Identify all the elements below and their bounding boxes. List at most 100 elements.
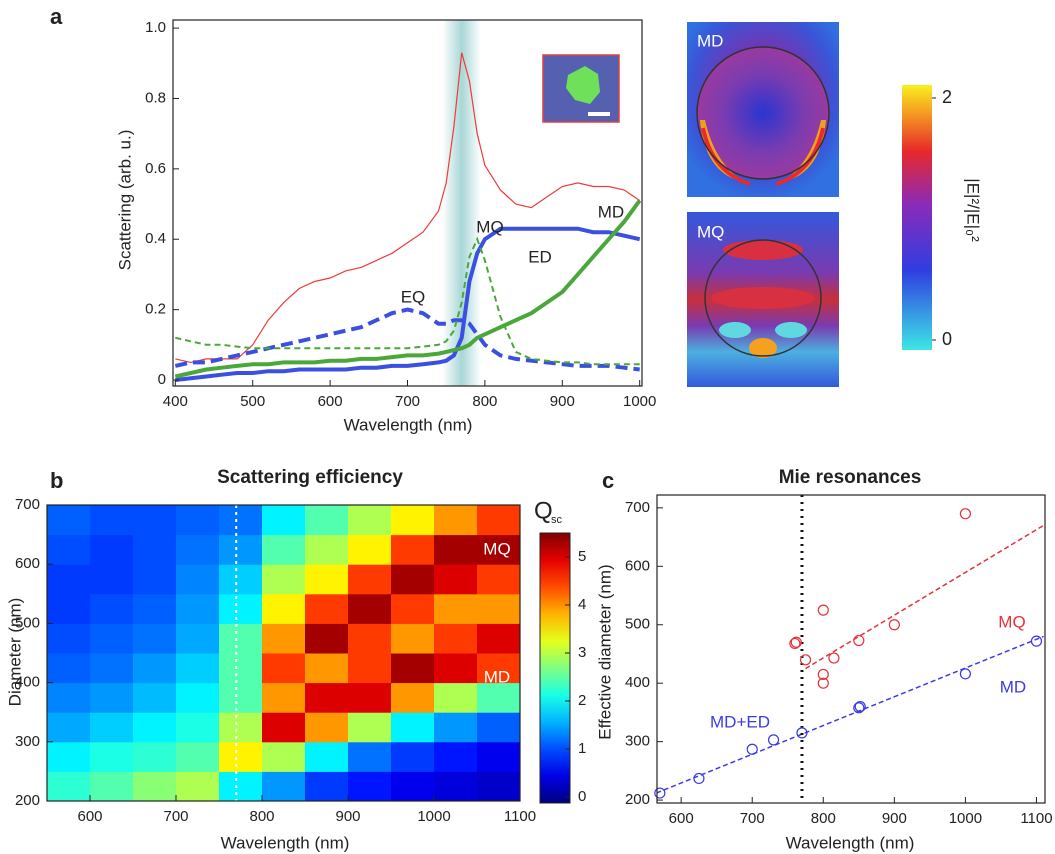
panel-letter: b [50, 468, 63, 493]
y-tick-label: 300 [625, 733, 650, 750]
series-label: EQ [401, 287, 426, 306]
heat-cell [477, 741, 521, 772]
heat-cell [133, 534, 177, 565]
colorbar [539, 532, 571, 804]
heat-cell [477, 505, 521, 536]
heat-cell [348, 712, 392, 743]
heat-cell [434, 593, 478, 624]
heat-cell [219, 653, 263, 684]
colorbar-tick-label: 0 [578, 788, 586, 805]
data-point [654, 787, 666, 799]
heat-cell [47, 534, 91, 565]
heat-cell [434, 771, 478, 802]
data-point [789, 637, 801, 650]
heat-cell [434, 534, 478, 565]
heat-cell [47, 682, 91, 713]
heat-cell [434, 712, 478, 743]
heat-cell [90, 771, 134, 802]
chart-title: Mie resonances [779, 467, 922, 488]
data-line [175, 52, 641, 364]
data-point [817, 668, 829, 681]
heat-cell [391, 653, 435, 684]
heat-cell [348, 741, 392, 772]
y-tick-label: 500 [625, 616, 650, 633]
heat-cell [219, 682, 263, 713]
heat-cell [176, 653, 220, 684]
heat-cell [477, 564, 521, 595]
heat-cell [348, 653, 392, 684]
annotation: MD [484, 667, 510, 686]
heat-cell [47, 653, 91, 684]
heat-cell [434, 741, 478, 772]
heat-cell [176, 564, 220, 595]
heat-cell [47, 741, 91, 772]
heat-cell [434, 564, 478, 595]
y-tick-label: 700 [15, 496, 40, 513]
data-point [767, 734, 780, 746]
heat-cell [90, 712, 134, 743]
x-axis-label: Wavelength (nm) [786, 833, 915, 852]
colorbar-tick-label: 3 [578, 644, 586, 661]
heat-cell [391, 771, 435, 802]
heat-cell [176, 534, 220, 565]
heat-cell [176, 623, 220, 654]
heat-cell [133, 653, 177, 684]
x-tick-label: 900 [550, 393, 575, 410]
heat-cell [47, 712, 91, 743]
panel-letter: c [602, 468, 614, 493]
heat-cell [47, 564, 91, 595]
series-label: MD [1000, 677, 1026, 696]
series-label: ED [528, 247, 552, 266]
plot-frame [172, 19, 643, 387]
heat-cell [348, 505, 392, 536]
x-tick-label: 700 [740, 810, 765, 827]
heat-cell [90, 623, 134, 654]
heat-cell [262, 593, 306, 624]
heat-cell [434, 505, 478, 536]
heat-cell [133, 564, 177, 595]
annotation: MQ [483, 539, 510, 558]
heat-cell [133, 593, 177, 624]
heat-cell [219, 623, 263, 654]
x-tick-label: 600 [669, 810, 694, 827]
data-point [888, 619, 900, 631]
field-map-mq [687, 212, 839, 387]
data-point [959, 508, 972, 520]
data-point [790, 636, 802, 648]
plot-frame [46, 504, 521, 802]
heat-cell [90, 505, 134, 536]
heat-cell [477, 653, 521, 684]
heat-cell [262, 623, 306, 654]
heat-cell [219, 593, 263, 624]
heat-cell [305, 741, 349, 772]
y-tick-label: 600 [625, 557, 650, 574]
heat-cell [133, 771, 177, 802]
heat-cell [133, 712, 177, 743]
fit-line [805, 524, 1044, 670]
heat-cell [477, 623, 521, 654]
colorbar-label: |E|²/|E|₀² [964, 178, 983, 242]
heat-cell [305, 712, 349, 743]
data-point [853, 634, 865, 647]
x-tick-label: 1100 [1020, 810, 1052, 827]
heat-cell [219, 712, 263, 743]
heat-cell [262, 653, 306, 684]
series-label: MQ [476, 217, 503, 236]
heat-cell [262, 682, 306, 713]
heat-cell [391, 682, 435, 713]
heat-cell [348, 682, 392, 713]
heat-cell [477, 534, 521, 565]
y-tick-label: 0.4 [145, 230, 166, 247]
heat-cell [176, 741, 220, 772]
heat-cell [305, 653, 349, 684]
heat-cell [176, 505, 220, 536]
series-label: MQ [998, 612, 1025, 631]
heat-cell [219, 564, 263, 595]
heat-cell [176, 771, 220, 802]
x-tick-label: 800 [811, 810, 836, 827]
data-line [175, 226, 641, 382]
chart-title: Scattering efficiency [217, 467, 403, 488]
y-axis-label: Scattering (arb. u.) [115, 130, 134, 271]
heat-cell [47, 505, 91, 536]
x-tick-label: 700 [163, 808, 188, 825]
